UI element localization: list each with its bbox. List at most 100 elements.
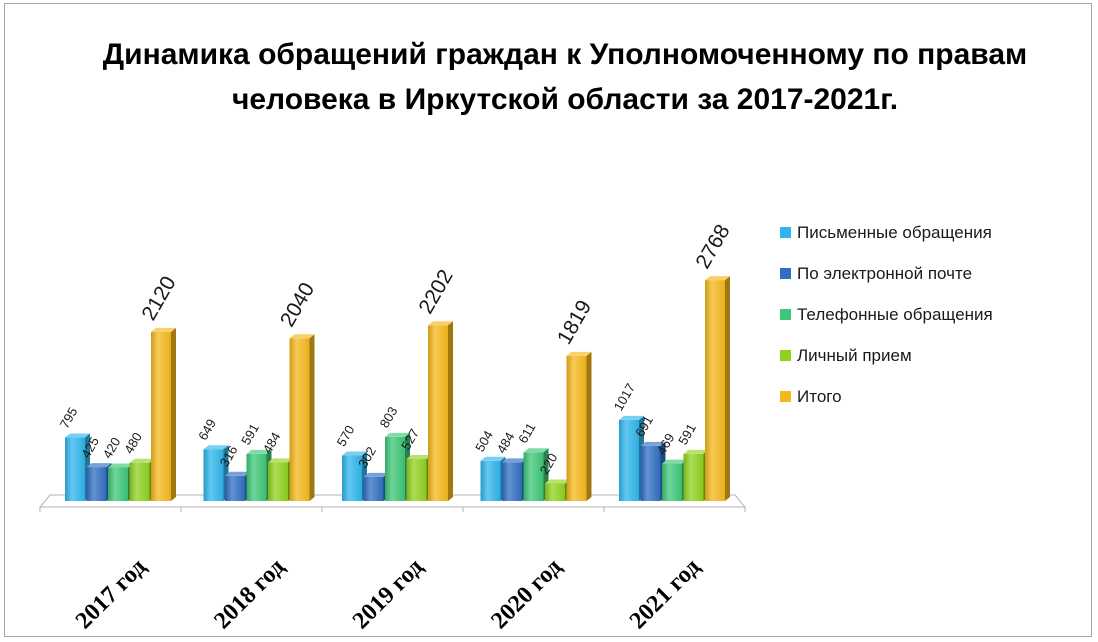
legend-item: Письменные обращения — [780, 212, 1080, 253]
data-label: 2120 — [137, 272, 180, 324]
legend-item: По электронной почте — [780, 253, 1080, 294]
bar-front — [108, 467, 128, 501]
bar — [225, 471, 250, 501]
bar-front — [502, 462, 522, 501]
bar-front — [619, 419, 639, 501]
data-label: 649 — [195, 416, 219, 442]
bar-front — [203, 449, 224, 501]
bar — [289, 334, 315, 501]
chart-legend: Письменные обращения По электронной почте… — [780, 212, 1080, 417]
bar-side — [309, 334, 315, 501]
legend-label: По электронной почте — [797, 263, 973, 283]
bar-front — [86, 467, 107, 501]
bar-front — [683, 453, 704, 501]
chart-title: Динамика обращений граждан к Уполномочен… — [102, 38, 1028, 116]
category-label: 2018 год — [209, 554, 289, 634]
bar-front — [640, 445, 661, 501]
bar-top — [363, 472, 389, 477]
bar-side — [171, 327, 176, 501]
bar-front — [428, 325, 448, 501]
bar — [545, 479, 570, 501]
bar — [86, 463, 112, 501]
data-label: 570 — [334, 423, 358, 449]
bar-front — [246, 453, 267, 501]
data-label: 484 — [494, 430, 518, 456]
bar-front — [705, 280, 725, 501]
bar — [683, 449, 709, 501]
category-label: 2019 год — [348, 554, 428, 634]
bar-top — [662, 459, 687, 464]
bar-side — [448, 321, 453, 501]
bar-top — [523, 448, 549, 453]
bar-front — [480, 460, 501, 501]
data-label: 803 — [377, 404, 401, 430]
bar-top — [203, 445, 229, 450]
bar-top — [502, 458, 527, 463]
bar — [363, 472, 389, 501]
bar-top — [566, 351, 592, 356]
bar — [406, 454, 432, 501]
bar-top — [289, 334, 315, 339]
bar-front — [406, 458, 427, 501]
bar-front — [129, 462, 150, 501]
bar-front — [268, 462, 288, 501]
bar-front — [662, 463, 682, 501]
data-label: 2768 — [691, 221, 734, 273]
bar — [385, 432, 410, 501]
data-label: 2202 — [414, 266, 457, 318]
bar-top — [640, 441, 666, 446]
bar-front — [65, 437, 85, 501]
bar-top — [406, 454, 432, 459]
bar — [108, 463, 133, 501]
bar-top — [683, 449, 709, 454]
bar-front — [363, 476, 384, 501]
data-label: 611 — [515, 420, 538, 445]
bar-front — [289, 338, 310, 501]
bar-top — [480, 456, 506, 461]
bar — [480, 456, 506, 501]
category-label: 2017 год — [71, 554, 151, 634]
bar-top — [225, 471, 250, 476]
data-label: 1819 — [553, 296, 596, 348]
data-label: 795 — [57, 405, 81, 431]
legend-label: Письменные обращения — [797, 222, 992, 242]
bar-top — [385, 432, 410, 437]
bar — [566, 351, 592, 501]
bar — [129, 458, 155, 501]
legend-item: Телефонные обращения — [780, 294, 1080, 335]
data-label: 591 — [238, 421, 262, 447]
bar-top — [342, 451, 367, 456]
legend-swatch — [780, 309, 791, 320]
legend-swatch — [780, 227, 791, 238]
legend-label: Итого — [797, 386, 842, 406]
bar-top — [86, 463, 112, 468]
legend-swatch — [780, 268, 791, 279]
bar-front — [566, 355, 587, 501]
bar — [502, 458, 527, 501]
data-label: 480 — [121, 430, 145, 456]
legend-label: Личный прием — [797, 345, 912, 365]
bar — [246, 449, 272, 501]
chart-frame — [4, 3, 1092, 637]
bar — [705, 276, 730, 501]
category-label: 2020 год — [486, 554, 566, 634]
bar-top — [545, 479, 570, 484]
legend-item: Личный прием — [780, 335, 1080, 376]
data-label: 504 — [472, 428, 496, 454]
bar-side — [725, 276, 730, 501]
bar-top — [65, 433, 90, 438]
bar — [268, 458, 293, 501]
bar — [428, 321, 453, 501]
bar-side — [586, 351, 592, 501]
bar-front — [342, 455, 362, 501]
bar-front — [523, 452, 544, 501]
data-label: 2040 — [276, 279, 319, 331]
bar-top — [705, 276, 730, 281]
legend-label: Телефонные обращения — [797, 304, 993, 324]
bar-front — [545, 483, 565, 501]
bar-front — [151, 331, 171, 501]
data-label: 1017 — [611, 381, 638, 414]
bar-top — [129, 458, 155, 463]
legend-item: Итого — [780, 376, 1080, 417]
